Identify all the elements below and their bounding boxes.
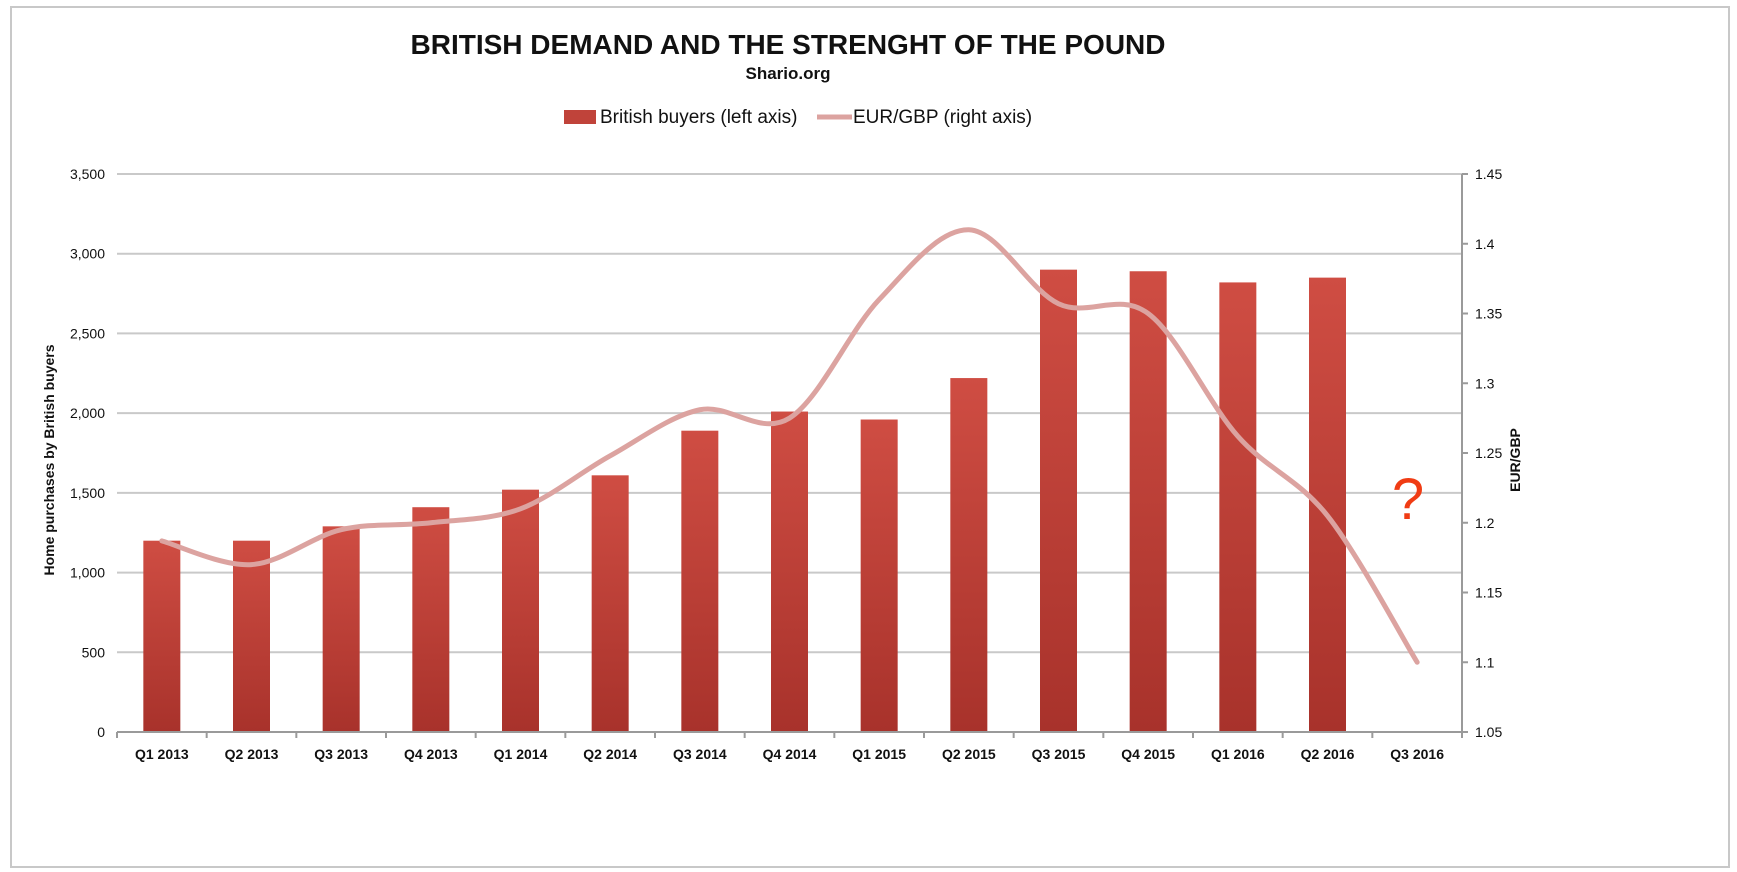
bar [950, 378, 988, 732]
bar [412, 507, 450, 732]
legend-swatch-bars [564, 110, 596, 124]
question-annotation: ? [1392, 467, 1424, 532]
bar [1309, 277, 1346, 732]
x-tick-label: Q2 2015 [942, 746, 996, 762]
x-tick-label: Q1 2015 [852, 746, 906, 762]
chart-svg: BRITISH DEMAND AND THE STRENGHT OF THE P… [41, 29, 1523, 762]
bar [1129, 271, 1167, 732]
y-right-tick-label: 1.05 [1475, 724, 1502, 740]
bar [1040, 269, 1077, 732]
x-tick-label: Q3 2015 [1032, 746, 1086, 762]
y-left-tick-label: 2,000 [70, 405, 105, 421]
y-left-tick-label: 2,500 [70, 325, 105, 341]
x-tick-label: Q3 2013 [314, 746, 368, 762]
x-tick-label: Q3 2016 [1390, 746, 1444, 762]
y-left-tick-label: 3,000 [70, 246, 105, 262]
y-right-tick-label: 1.35 [1475, 306, 1502, 322]
tick-labels: 0 500 1,000 1,500 2,000 2,500 3,000 3,500 1.05 1.… [70, 166, 1503, 762]
x-tick-label: Q1 2016 [1211, 746, 1265, 762]
y-right-tick-label: 1.4 [1475, 236, 1495, 252]
x-tick-label: Q1 2014 [494, 746, 548, 762]
y-right-tick-label: 1.1 [1475, 654, 1495, 670]
x-tick-label: Q2 2014 [583, 746, 637, 762]
y-right-tick-label: 1.25 [1475, 445, 1502, 461]
x-tick-label: Q4 2013 [404, 746, 458, 762]
bar-series [143, 269, 1346, 732]
x-tick-label: Q4 2015 [1121, 746, 1175, 762]
x-tick-label: Q3 2014 [673, 746, 727, 762]
y-left-tick-label: 3,500 [70, 166, 105, 182]
bar [1219, 282, 1257, 732]
bar [591, 475, 629, 732]
bar [233, 540, 270, 732]
bar [860, 419, 898, 732]
chart-frame: BRITISH DEMAND AND THE STRENGHT OF THE P… [10, 6, 1730, 868]
y-left-tick-label: 0 [97, 724, 105, 740]
x-tick-label: Q2 2016 [1301, 746, 1355, 762]
bar [322, 526, 360, 732]
y-left-tick-label: 1,500 [70, 485, 105, 501]
chart-title: BRITISH DEMAND AND THE STRENGHT OF THE P… [411, 29, 1166, 60]
x-tick-label: Q4 2014 [763, 746, 817, 762]
chart-subtitle: Shario.org [745, 64, 830, 83]
line-series [159, 227, 1420, 665]
bar [143, 540, 181, 732]
x-tick-label: Q1 2013 [135, 746, 189, 762]
y-right-tick-label: 1.45 [1475, 166, 1502, 182]
bar [681, 430, 719, 732]
eur-gbp-line [159, 227, 1420, 665]
x-tick-label: Q2 2013 [225, 746, 279, 762]
y-right-axis-label: EUR/GBP [1507, 428, 1523, 492]
legend: British buyers (left axis) EUR/GBP (righ… [564, 107, 1032, 128]
y-left-axis-label: Home purchases by British buyers [41, 344, 57, 575]
y-left-tick-label: 1,000 [70, 565, 105, 581]
bar [771, 411, 808, 732]
bar [502, 489, 539, 732]
y-left-tick-label: 500 [82, 644, 106, 660]
legend-label-line: EUR/GBP (right axis) [853, 107, 1032, 128]
y-right-tick-label: 1.3 [1475, 375, 1495, 391]
legend-label-bars: British buyers (left axis) [600, 107, 797, 128]
y-right-tick-label: 1.2 [1475, 515, 1495, 531]
axes [116, 173, 1468, 738]
y-right-tick-label: 1.15 [1475, 585, 1502, 601]
